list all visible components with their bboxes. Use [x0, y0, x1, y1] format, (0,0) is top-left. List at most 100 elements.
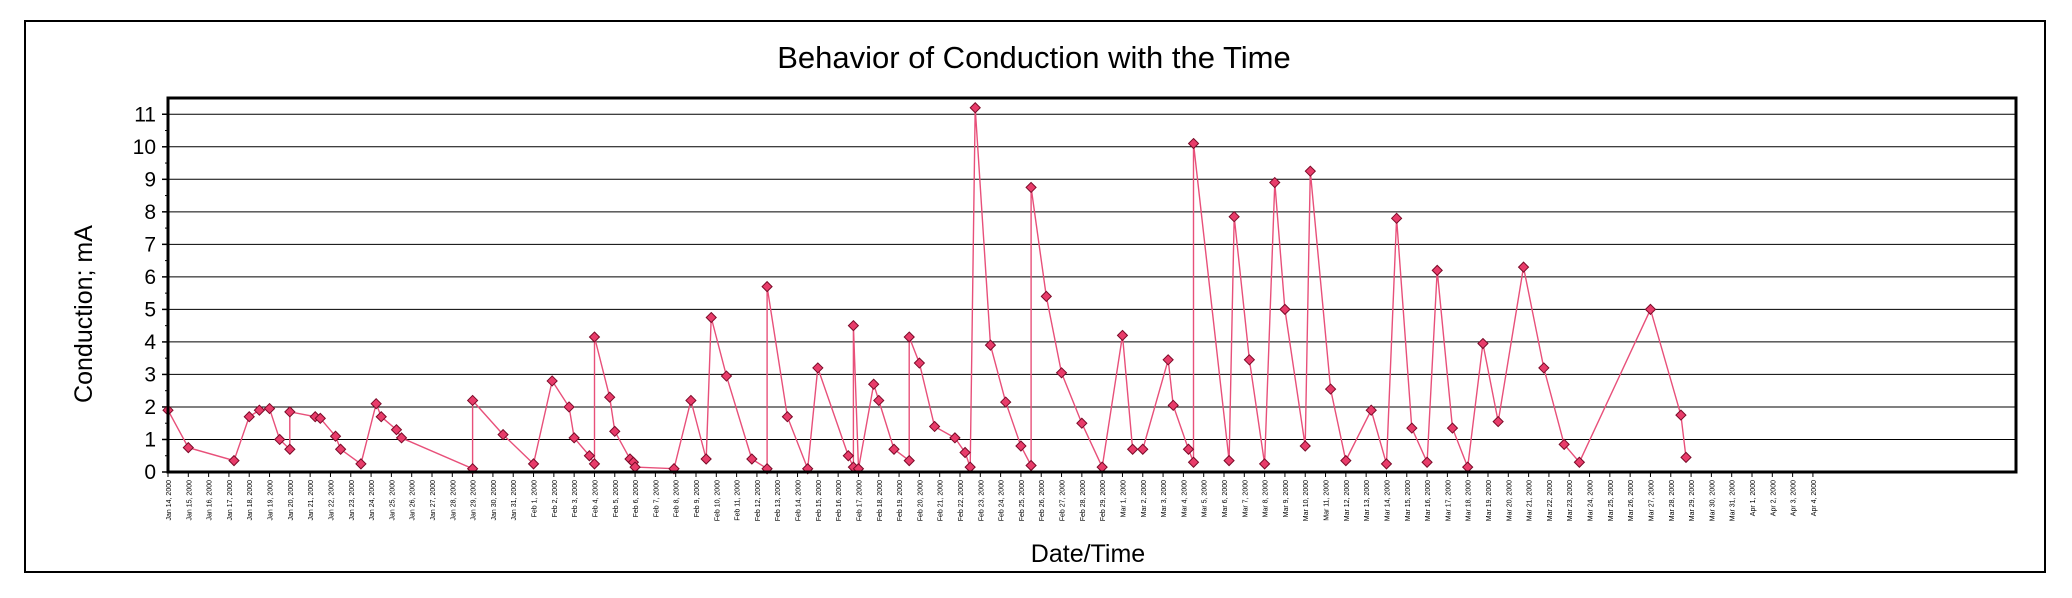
- data-point-marker: [1187, 456, 1200, 468]
- x-tick-label: Feb 13, 2000: [775, 480, 782, 521]
- data-point-marker: [314, 412, 327, 425]
- data-point-marker: [466, 394, 479, 407]
- x-tick-label: Mar 25, 2000: [1608, 480, 1615, 521]
- x-tick-label: Feb 25, 2000: [1019, 480, 1026, 521]
- x-tick-label: Jan 24, 2000: [369, 480, 376, 521]
- x-tick-label: Mar 11, 2000: [1324, 480, 1331, 521]
- x-tick-label: Mar 31, 2000: [1730, 480, 1737, 521]
- x-tick-label: Jan 30, 2000: [491, 480, 498, 521]
- data-point-marker: [1538, 362, 1550, 374]
- x-tick-label: Mar 2, 2000: [1141, 480, 1148, 517]
- x-tick-label: Mar 16, 2000: [1425, 480, 1432, 521]
- x-tick-label: Mar 14, 2000: [1384, 480, 1391, 521]
- x-tick-label: Feb 14, 2000: [796, 480, 803, 521]
- data-point-marker: [1258, 458, 1271, 470]
- data-point-marker: [999, 396, 1012, 408]
- x-tick-label: Feb 24, 2000: [999, 480, 1006, 521]
- data-point-marker: [395, 432, 408, 444]
- data-point-marker: [329, 430, 342, 442]
- x-tick-label: Feb 17, 2000: [856, 480, 863, 521]
- x-tick-label: Feb 26, 2000: [1039, 480, 1046, 521]
- x-tick-label: Apr 2, 2000: [1770, 480, 1777, 516]
- data-point-marker: [1340, 454, 1352, 467]
- data-point-marker: [903, 331, 915, 343]
- data-point-marker: [1477, 337, 1489, 350]
- x-tick-label: Mar 3, 2000: [1161, 480, 1168, 517]
- x-tick-label: Mar 13, 2000: [1364, 480, 1371, 521]
- x-tick-label: Mar 5, 2000: [1202, 480, 1209, 517]
- x-tick-label: Feb 29, 2000: [1100, 480, 1107, 521]
- x-axis-label: Date/Time: [1031, 540, 1145, 568]
- data-point-marker: [583, 450, 596, 462]
- data-point-marker: [1126, 443, 1139, 455]
- data-point-marker: [903, 454, 915, 467]
- x-tick-label: Jan 18, 2000: [247, 480, 254, 521]
- data-point-marker: [700, 453, 712, 465]
- x-tick-label: Jan 27, 2000: [430, 480, 437, 521]
- x-tick-label: Apr 4, 2000: [1811, 480, 1818, 516]
- data-point-marker: [182, 441, 195, 454]
- data-point-marker: [1680, 451, 1692, 464]
- x-tick-label: Mar 18, 2000: [1466, 480, 1473, 521]
- x-tick-label: Jan 26, 2000: [410, 480, 417, 521]
- x-tick-label: Jan 15, 2000: [186, 480, 193, 521]
- x-tick-label: Mar 19, 2000: [1486, 480, 1493, 521]
- y-tick-label: 6: [144, 266, 156, 289]
- chart-title: Behavior of Conduction with the Time: [777, 40, 1291, 75]
- x-tick-label: Feb 5, 2000: [613, 480, 620, 517]
- y-tick-label: 1: [144, 428, 156, 451]
- data-point-marker: [1573, 456, 1586, 468]
- data-point-marker: [334, 443, 347, 455]
- y-tick-label: 0: [144, 461, 156, 484]
- data-point-marker: [1324, 383, 1337, 395]
- data-point-marker: [263, 402, 276, 415]
- x-tick-label: Feb 16, 2000: [836, 480, 843, 521]
- x-tick-labels: Jan 14, 2000 Jan 15, 2000 Jan 16, 2000 Jan …: [166, 472, 1818, 521]
- data-point-marker: [1228, 210, 1240, 223]
- data-point-marker: [284, 443, 296, 455]
- x-tick-label: Feb 9, 2000: [694, 480, 701, 517]
- data-point-marker: [1304, 165, 1317, 177]
- series-line: [167, 107, 1687, 470]
- x-tick-label: Apr 1, 2000: [1750, 480, 1757, 516]
- x-tick-label: Feb 21, 2000: [938, 480, 945, 521]
- data-point-marker: [273, 433, 286, 446]
- data-point-marker: [1279, 303, 1291, 316]
- data-point-marker: [375, 411, 387, 423]
- x-tick-label: Feb 27, 2000: [1060, 480, 1067, 521]
- data-point-marker: [1055, 367, 1068, 379]
- x-tick-label: Mar 7, 2000: [1242, 480, 1249, 517]
- x-tick-label: Feb 10, 2000: [714, 480, 721, 521]
- data-point-marker: [568, 432, 580, 444]
- x-tick-label: Mar 27, 2000: [1648, 480, 1655, 521]
- x-tick-label: Feb 19, 2000: [897, 480, 904, 521]
- data-point-marker: [370, 397, 382, 410]
- x-tick-label: Mar 21, 2000: [1527, 480, 1534, 521]
- data-point-marker: [1365, 404, 1377, 416]
- x-tick-label: Mar 22, 2000: [1547, 480, 1554, 521]
- data-point-marker: [1243, 354, 1256, 366]
- grid: [168, 113, 2016, 440]
- data-point-marker: [781, 411, 794, 423]
- data-point-marker: [1137, 443, 1149, 455]
- x-tick-label: Mar 28, 2000: [1669, 480, 1676, 521]
- x-tick-label: Mar 15, 2000: [1405, 480, 1412, 521]
- x-tick-label: Feb 15, 2000: [816, 480, 823, 521]
- x-tick-label: Jan 23, 2000: [349, 480, 356, 521]
- y-tick-label: 8: [144, 201, 156, 224]
- data-point-marker: [1421, 456, 1433, 468]
- x-tick-label: Jan 19, 2000: [268, 480, 275, 521]
- x-tick-label: Feb 22, 2000: [958, 480, 965, 521]
- data-point-marker: [1162, 354, 1174, 366]
- data-point-marker: [705, 311, 717, 324]
- y-tick-label: 4: [144, 331, 156, 354]
- series-polyline: [167, 107, 1687, 470]
- data-point-marker: [847, 319, 860, 332]
- data-point-marker: [1675, 409, 1687, 421]
- x-tick-label: Jan 29, 2000: [471, 480, 478, 521]
- data-point-marker: [1223, 454, 1235, 467]
- x-tick-label: Jan 22, 2000: [328, 480, 335, 521]
- x-tick-label: Mar 1, 2000: [1120, 480, 1127, 517]
- data-point-marker: [888, 443, 900, 455]
- data-point-marker: [1431, 264, 1443, 277]
